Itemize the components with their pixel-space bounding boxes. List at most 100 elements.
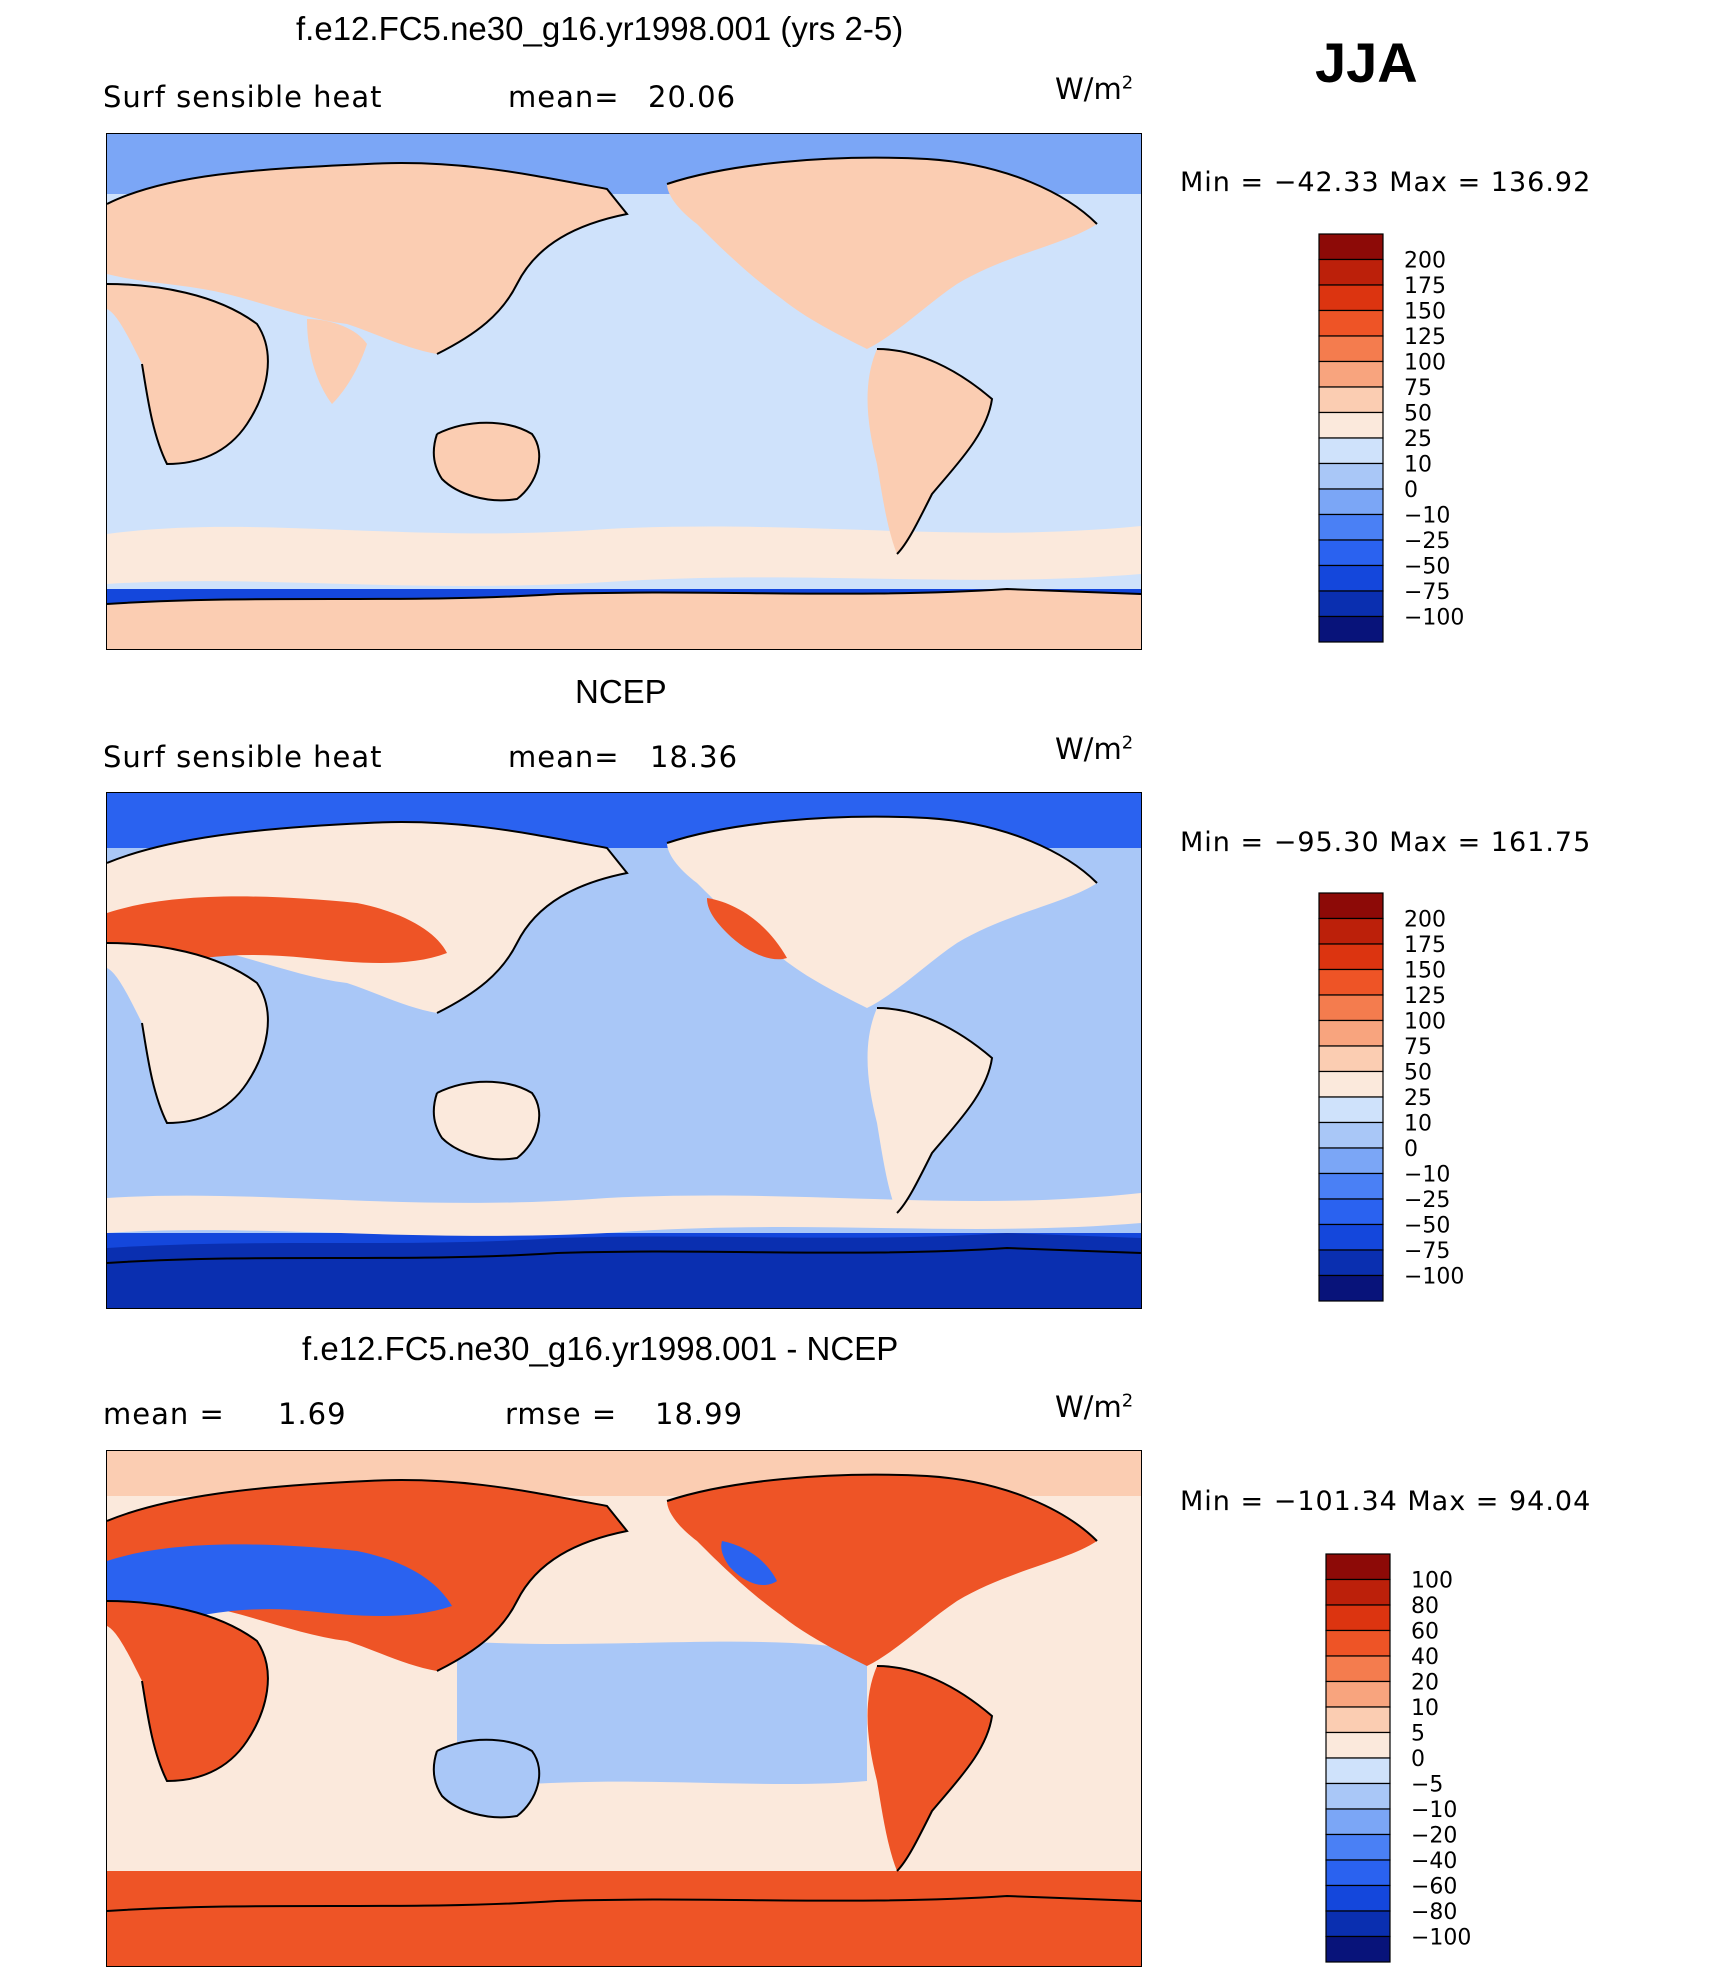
colorbar-tick-label: 175 [1404,933,1446,958]
colorbar-swatch [1318,1070,1384,1098]
colorbar-tick-label: −20 [1411,1824,1457,1849]
colorbar-tick-label: 10 [1411,1696,1439,1721]
colorbar-swatch [1318,892,1384,920]
panel3-minmax: Min = −101.34 Max = 94.04 [1180,1486,1592,1517]
panel2-coastlines [107,815,1141,1264]
colorbar-swatch [1318,1198,1384,1226]
panel2-hot-southwest [707,898,787,960]
colorbar-tick-label: −10 [1411,1798,1457,1823]
panel3-rmse-value: 18.99 [655,1397,744,1431]
colorbar-tick-label: −50 [1404,555,1450,580]
panel2-australia [433,1081,540,1160]
colorbar-tick-label: 60 [1411,1620,1439,1645]
colorbar-swatch [1318,284,1384,312]
panel2-map [106,792,1142,1309]
colorbar-tick-label: −50 [1404,1214,1450,1239]
colorbar-swatch [1318,590,1384,618]
panel1-units: W/m2 [1055,72,1134,106]
panel3-mean-label: mean = [103,1397,225,1431]
panel2-africa [107,943,268,1123]
panel2-north-america [667,816,1097,1008]
colorbar-tick-label: −10 [1404,504,1450,529]
colorbar-tick-label: 125 [1404,325,1446,350]
panel1-colorbar: 200 175 150 125 100 75 50 25 10 0 −10 −25 −50 −75 −100 [1318,233,1502,645]
colorbar-tick-label: 100 [1404,351,1446,376]
panel2-south-america [867,1008,992,1213]
panel2-antarctica [107,1233,1141,1308]
panel3-units: W/m2 [1055,1390,1134,1424]
colorbar-tick-label: 10 [1404,453,1432,478]
season-label: JJA [1315,31,1418,94]
panel2-mean-value: 18.36 [650,740,739,774]
colorbar-swatch [1318,1172,1384,1200]
panel1-south-america [867,349,992,554]
colorbar-swatch [1318,1096,1384,1124]
colorbar-tick-label: 200 [1404,249,1446,274]
colorbar-tick-label: 5 [1411,1722,1425,1747]
panel2-minmax: Min = −95.30 Max = 161.75 [1180,827,1592,858]
colorbar-swatch [1325,1935,1391,1963]
colorbar-swatch [1318,513,1384,541]
colorbar-swatch [1318,437,1384,465]
panel1-antarctica [107,589,1141,649]
panel1-north-america [667,157,1097,349]
colorbar-swatch [1318,1274,1384,1302]
colorbar-tick-label: −80 [1411,1900,1457,1925]
colorbar-swatch [1318,411,1384,439]
colorbar-tick-label: 50 [1404,402,1432,427]
panel1-coastlines [107,156,1141,605]
colorbar-swatch [1325,1884,1391,1912]
colorbar-tick-label: −75 [1404,1239,1450,1264]
colorbar-swatch [1318,233,1384,261]
colorbar-swatch [1325,1808,1391,1836]
colorbar-swatch [1325,1833,1391,1861]
colorbar-swatch [1325,1706,1391,1734]
panel1-eurasia [107,163,627,354]
colorbar-swatch [1318,1249,1384,1277]
colorbar-tick-label: 100 [1411,1569,1453,1594]
colorbar-swatch [1318,462,1384,490]
colorbar-swatch [1325,1578,1391,1606]
colorbar-tick-label: 150 [1404,300,1446,325]
colorbar-tick-label: −40 [1411,1849,1457,1874]
colorbar-tick-label: 80 [1411,1594,1439,1619]
colorbar-tick-label: −75 [1404,580,1450,605]
panel1-southern-ocean-band [107,526,1141,586]
panel3-south-america [867,1666,992,1871]
panel3-colorbar: 100 80 60 40 20 10 5 0 −5 −10 −20 −40 −60 −80 −100 [1325,1553,1509,1965]
panel2-mean-label: mean= [508,740,620,774]
panel3-cold-southwest [721,1541,777,1586]
colorbar-swatch [1325,1629,1391,1657]
panel1-australia [433,422,540,501]
colorbar-tick-label: 10 [1404,1112,1432,1137]
colorbar-swatch [1325,1655,1391,1683]
panel2-colorbar: 200 175 150 125 100 75 50 25 10 0 −10 −25 −50 −75 −100 [1318,892,1502,1304]
colorbar-tick-label: 150 [1404,959,1446,984]
colorbar-tick-label: 0 [1404,478,1418,503]
colorbar-swatch [1318,1019,1384,1047]
panel2-units: W/m2 [1055,732,1134,766]
colorbar-swatch [1318,309,1384,337]
panel1-map [106,133,1142,650]
colorbar-swatch [1318,615,1384,643]
panel1-minmax: Min = −42.33 Max = 136.92 [1180,167,1592,198]
panel1-mean-value: 20.06 [648,80,737,114]
panel3-north-america [667,1474,1097,1666]
colorbar-tick-label: 25 [1404,1086,1432,1111]
colorbar-tick-label: 50 [1404,1061,1432,1086]
colorbar-tick-label: −5 [1411,1773,1443,1798]
colorbar-tick-label: 25 [1404,427,1432,452]
colorbar-swatch [1318,258,1384,286]
panel3-rmse-label: rmse = [505,1397,618,1431]
colorbar-tick-label: 100 [1404,1010,1446,1035]
colorbar-tick-label: 175 [1404,274,1446,299]
colorbar-tick-label: 0 [1404,1137,1418,1162]
colorbar-swatch [1318,335,1384,363]
colorbar-swatch [1318,917,1384,945]
colorbar-swatch [1325,1910,1391,1938]
colorbar-swatch [1318,360,1384,388]
colorbar-tick-label: 20 [1411,1671,1439,1696]
colorbar-tick-label: −100 [1411,1926,1471,1951]
